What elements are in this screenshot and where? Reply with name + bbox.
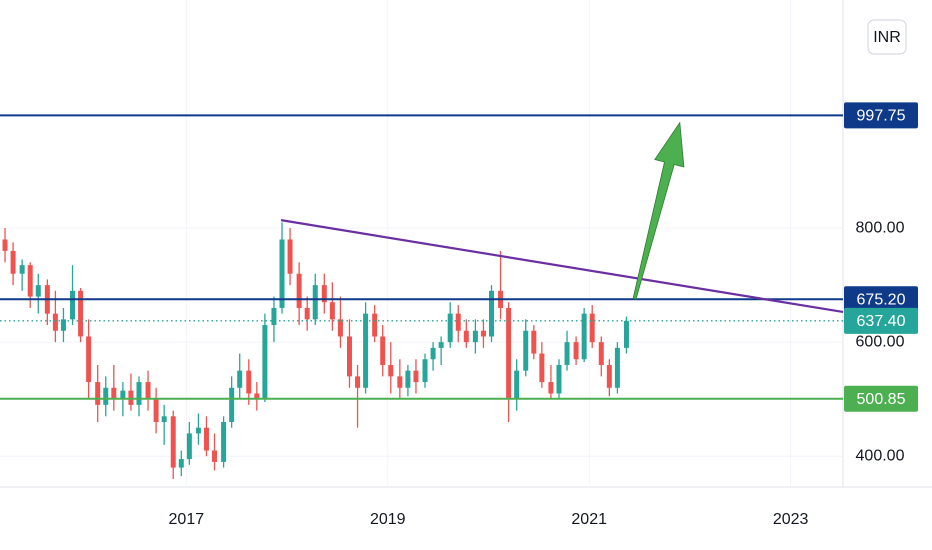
candle-body	[346, 336, 352, 377]
candle-body	[614, 347, 620, 388]
candle-body	[598, 342, 604, 365]
candle-body	[78, 290, 84, 337]
candle-body	[254, 393, 260, 400]
candle-body	[95, 382, 101, 405]
candle-body	[10, 250, 16, 274]
candle-body	[623, 320, 629, 348]
price-badge-label: 500.85	[857, 391, 906, 408]
candles	[2, 222, 629, 480]
candle-body	[145, 382, 151, 400]
candle-body	[153, 399, 159, 422]
candle-body	[488, 290, 494, 337]
currency-label: INR	[873, 29, 901, 46]
candle-body	[514, 370, 520, 400]
candle-body	[556, 364, 562, 394]
candle-body	[296, 273, 302, 308]
y-tick-label: 400.00	[856, 447, 905, 464]
price-badge	[844, 286, 918, 313]
candle-body	[19, 265, 25, 274]
candle-body	[221, 421, 227, 462]
candle-body	[212, 450, 218, 462]
candle-body	[229, 387, 235, 422]
price-badge-label: 637.40	[857, 313, 906, 330]
candle-body	[170, 416, 176, 468]
y-tick-label: 600.00	[856, 333, 905, 350]
candle-body	[52, 313, 58, 331]
candle-body	[539, 353, 545, 383]
price-badge-label: 997.75	[857, 108, 906, 125]
candle-body	[405, 370, 411, 388]
candle-body	[279, 239, 285, 308]
price-badge	[844, 307, 918, 334]
candle-body	[237, 370, 243, 388]
currency-button[interactable]	[867, 19, 907, 55]
candle-body	[86, 336, 92, 383]
candle-body	[589, 313, 595, 343]
trendline	[280, 219, 844, 314]
candle-body	[422, 359, 428, 383]
candle-body	[161, 416, 167, 422]
candle-body	[523, 330, 529, 371]
price-badge-label: 675.20	[857, 291, 906, 308]
candle-body	[262, 325, 268, 400]
candle-body	[70, 290, 76, 320]
candle-body	[531, 330, 537, 354]
candle-body	[564, 342, 570, 365]
candle-body	[606, 364, 612, 388]
candle-body	[573, 342, 579, 360]
candle-body	[120, 390, 126, 400]
candle-body	[388, 364, 394, 377]
x-tick-label: 2023	[773, 511, 809, 528]
candle-body	[304, 307, 310, 320]
candle-body	[438, 342, 444, 348]
candle-body	[463, 330, 469, 343]
candle-body	[35, 285, 41, 297]
candle-body	[581, 313, 587, 360]
candle-body	[321, 285, 327, 303]
candle-body	[413, 370, 419, 383]
x-tick-label: 2017	[169, 511, 205, 528]
candle-body	[111, 387, 117, 400]
candle-body	[480, 330, 486, 337]
y-tick-label: 800.00	[856, 219, 905, 236]
price-badge	[844, 385, 918, 412]
candle-body	[203, 427, 209, 451]
candle-body	[136, 382, 142, 405]
candle-body	[548, 382, 554, 394]
candle-body	[312, 285, 318, 320]
candle-body	[397, 376, 403, 388]
candle-body	[103, 387, 109, 405]
candle-body	[455, 313, 461, 331]
candle-body	[430, 347, 436, 360]
candle-body	[271, 307, 277, 326]
candle-body	[60, 319, 66, 331]
candle-body	[329, 302, 335, 320]
candle-body	[178, 459, 184, 468]
candle-body	[186, 433, 192, 460]
grid	[0, 0, 843, 487]
candle-body	[380, 336, 386, 365]
arrow	[632, 121, 685, 300]
x-tick-label: 2021	[571, 511, 607, 528]
candle-body	[363, 313, 369, 388]
candle-body	[355, 376, 361, 388]
x-tick-label: 2019	[370, 511, 406, 528]
candle-body	[447, 313, 453, 343]
candle-body	[27, 265, 33, 297]
candle-body	[287, 239, 293, 274]
candle-body	[246, 370, 252, 394]
price-badge	[844, 102, 918, 129]
candle-body	[2, 239, 8, 251]
candle-body	[472, 330, 478, 343]
candle-body	[372, 313, 378, 337]
candle-body	[337, 319, 343, 337]
candle-body	[195, 427, 201, 434]
candle-body	[506, 307, 512, 400]
